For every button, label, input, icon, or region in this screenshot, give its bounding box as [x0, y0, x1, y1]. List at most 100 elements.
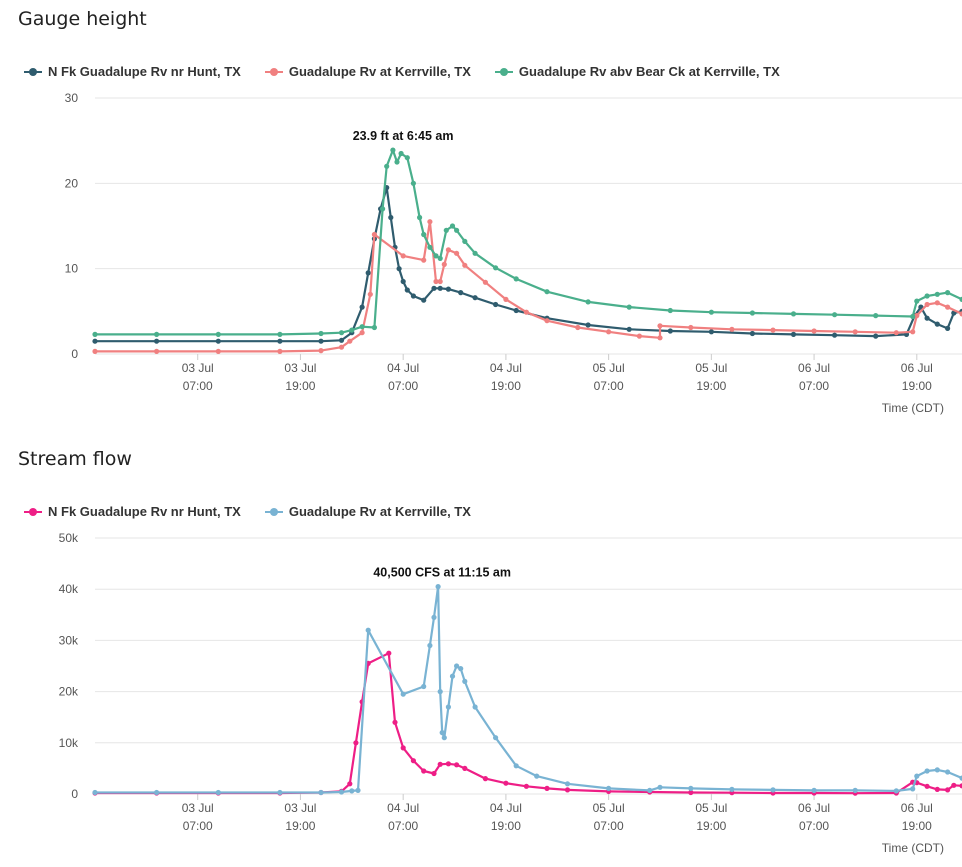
- data-point[interactable]: [544, 289, 550, 295]
- data-point[interactable]: [421, 297, 427, 303]
- data-point[interactable]: [852, 329, 858, 335]
- data-point[interactable]: [770, 327, 776, 333]
- data-point[interactable]: [445, 704, 451, 710]
- data-point[interactable]: [472, 704, 478, 710]
- data-point[interactable]: [472, 295, 478, 301]
- data-point[interactable]: [338, 337, 345, 343]
- data-point[interactable]: [914, 298, 920, 304]
- series-line[interactable]: [95, 149, 962, 336]
- data-point[interactable]: [349, 327, 355, 333]
- data-point[interactable]: [667, 307, 673, 314]
- data-point[interactable]: [388, 214, 394, 221]
- data-point[interactable]: [544, 785, 550, 791]
- data-point[interactable]: [945, 304, 951, 310]
- data-point[interactable]: [215, 348, 221, 354]
- data-point[interactable]: [458, 666, 464, 672]
- data-point[interactable]: [443, 227, 449, 233]
- data-point[interactable]: [318, 348, 324, 354]
- data-point[interactable]: [349, 788, 355, 794]
- data-point[interactable]: [657, 335, 663, 341]
- data-point[interactable]: [365, 270, 371, 276]
- data-point[interactable]: [445, 247, 451, 253]
- data-point[interactable]: [445, 286, 451, 292]
- data-point[interactable]: [924, 301, 930, 308]
- data-point[interactable]: [347, 338, 353, 344]
- data-point[interactable]: [458, 290, 464, 296]
- data-point[interactable]: [454, 762, 460, 768]
- legend-item[interactable]: N Fk Guadalupe Rv nr Hunt, TX: [24, 64, 241, 79]
- data-point[interactable]: [394, 159, 400, 165]
- data-point[interactable]: [154, 338, 160, 344]
- data-point[interactable]: [433, 253, 439, 259]
- data-point[interactable]: [449, 223, 456, 229]
- data-point[interactable]: [154, 789, 160, 796]
- data-point[interactable]: [852, 787, 858, 793]
- data-point[interactable]: [338, 789, 345, 795]
- data-point[interactable]: [790, 311, 797, 317]
- data-point[interactable]: [359, 330, 365, 336]
- legend-item[interactable]: Guadalupe Rv at Kerrville, TX: [264, 504, 471, 519]
- data-point[interactable]: [154, 331, 160, 337]
- data-point[interactable]: [437, 689, 443, 695]
- data-point[interactable]: [503, 780, 509, 786]
- data-point[interactable]: [534, 773, 540, 779]
- data-point[interactable]: [951, 782, 957, 788]
- series-line[interactable]: [95, 652, 962, 795]
- data-point[interactable]: [421, 257, 427, 263]
- data-point[interactable]: [647, 787, 653, 793]
- data-point[interactable]: [398, 150, 404, 157]
- data-point[interactable]: [945, 787, 951, 793]
- data-point[interactable]: [427, 244, 433, 250]
- data-point[interactable]: [427, 642, 433, 649]
- data-point[interactable]: [945, 325, 951, 331]
- data-point[interactable]: [688, 785, 694, 791]
- data-point[interactable]: [437, 285, 443, 291]
- data-point[interactable]: [215, 338, 221, 344]
- data-point[interactable]: [564, 787, 571, 793]
- data-point[interactable]: [811, 328, 817, 334]
- data-point[interactable]: [934, 291, 940, 297]
- data-point[interactable]: [749, 330, 756, 337]
- data-point[interactable]: [92, 338, 98, 344]
- data-point[interactable]: [945, 290, 951, 296]
- data-point[interactable]: [92, 331, 98, 337]
- data-point[interactable]: [277, 348, 283, 354]
- data-point[interactable]: [439, 730, 445, 736]
- data-point[interactable]: [417, 214, 423, 221]
- data-point[interactable]: [657, 323, 663, 329]
- data-point[interactable]: [431, 285, 437, 291]
- data-point[interactable]: [924, 783, 930, 789]
- data-point[interactable]: [431, 770, 437, 777]
- data-point[interactable]: [503, 296, 509, 302]
- data-point[interactable]: [437, 255, 443, 261]
- data-point[interactable]: [277, 331, 283, 337]
- data-point[interactable]: [959, 775, 962, 781]
- data-point[interactable]: [390, 147, 396, 153]
- data-point[interactable]: [347, 781, 353, 787]
- data-point[interactable]: [729, 786, 735, 792]
- data-point[interactable]: [585, 322, 591, 328]
- data-point[interactable]: [380, 206, 386, 212]
- data-point[interactable]: [893, 788, 899, 794]
- data-point[interactable]: [454, 250, 460, 256]
- data-point[interactable]: [934, 321, 940, 327]
- data-point[interactable]: [92, 348, 98, 354]
- data-point[interactable]: [924, 768, 930, 774]
- data-point[interactable]: [359, 324, 365, 330]
- data-point[interactable]: [437, 278, 443, 285]
- data-point[interactable]: [441, 735, 447, 741]
- data-point[interactable]: [386, 650, 392, 656]
- series-line[interactable]: [95, 186, 962, 343]
- data-point[interactable]: [454, 663, 460, 669]
- data-point[interactable]: [924, 293, 930, 299]
- data-point[interactable]: [914, 773, 920, 779]
- data-point[interactable]: [513, 307, 519, 314]
- data-point[interactable]: [462, 262, 468, 268]
- data-point[interactable]: [435, 584, 441, 590]
- data-point[interactable]: [427, 219, 433, 225]
- data-point[interactable]: [400, 278, 406, 285]
- data-point[interactable]: [400, 745, 406, 751]
- data-point[interactable]: [359, 304, 365, 310]
- data-point[interactable]: [154, 348, 160, 354]
- data-point[interactable]: [449, 673, 456, 679]
